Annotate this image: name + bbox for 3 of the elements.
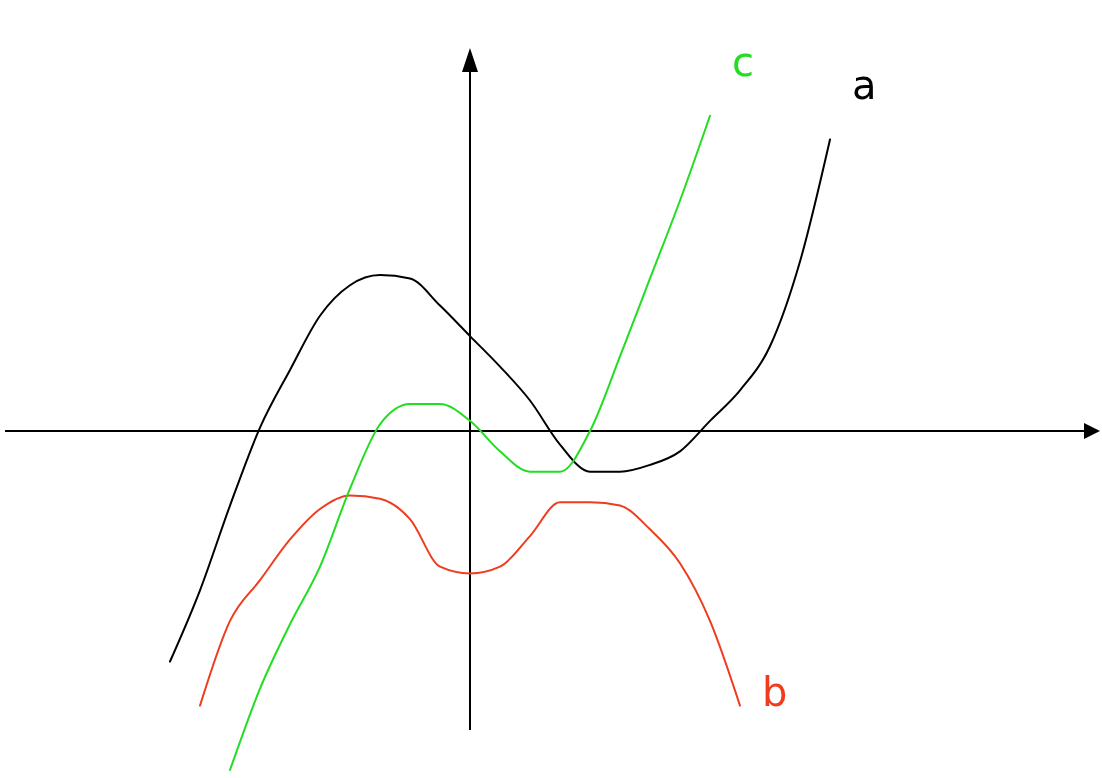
series-label: a: [852, 62, 877, 109]
series-label: b: [762, 668, 788, 715]
series-label: c: [732, 38, 754, 85]
